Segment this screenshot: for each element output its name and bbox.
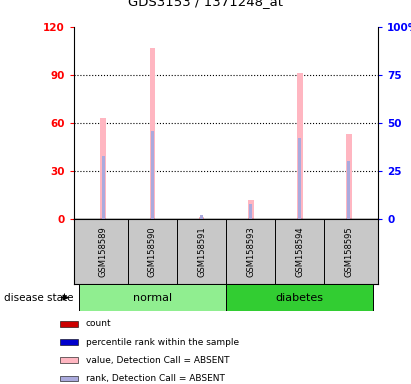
Bar [60,321,78,327]
Text: count: count [86,319,111,328]
Bar [60,358,78,363]
Bar [298,138,301,219]
Bar [79,284,226,311]
Bar [100,118,106,219]
Text: GSM158589: GSM158589 [99,226,108,277]
Bar [60,339,78,345]
Text: GSM158590: GSM158590 [148,226,157,277]
Text: GSM158594: GSM158594 [295,226,304,277]
Text: GDS3153 / 1371248_at: GDS3153 / 1371248_at [128,0,283,8]
Bar [248,200,254,219]
Bar [226,284,373,311]
Text: value, Detection Call = ABSENT: value, Detection Call = ABSENT [86,356,229,365]
Text: GSM158591: GSM158591 [197,226,206,277]
Text: GSM158593: GSM158593 [246,226,255,277]
Text: GSM158595: GSM158595 [344,226,353,277]
Bar [346,134,352,219]
Bar [200,215,203,219]
Bar [151,131,154,219]
Text: disease state: disease state [4,293,74,303]
Bar [347,161,350,219]
Text: diabetes: diabetes [276,293,323,303]
Text: normal: normal [133,293,172,303]
Bar [150,48,155,219]
Text: rank, Detection Call = ABSENT: rank, Detection Call = ABSENT [86,374,225,383]
Bar [102,156,105,219]
Text: percentile rank within the sample: percentile rank within the sample [86,338,239,346]
Bar [249,204,252,219]
Bar [199,217,204,219]
Bar [297,73,302,219]
Bar [60,376,78,381]
